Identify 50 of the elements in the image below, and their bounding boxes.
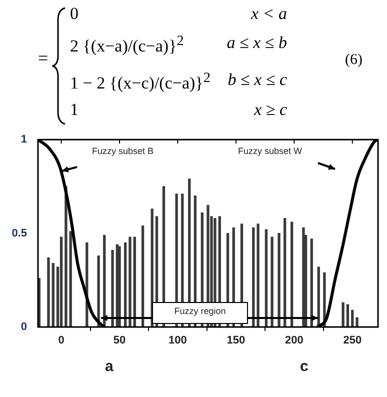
bar bbox=[342, 302, 344, 327]
y-tick-label: 0 bbox=[20, 321, 27, 334]
bar bbox=[356, 317, 358, 327]
text: x < a bbox=[250, 4, 287, 24]
text: a ≤ x ≤ b bbox=[226, 33, 287, 53]
bar bbox=[97, 255, 100, 327]
bar bbox=[111, 250, 114, 327]
text: a bbox=[105, 358, 114, 375]
y-tick-label: 1 bbox=[20, 134, 27, 146]
text: x ≥ c bbox=[254, 100, 287, 120]
x-tick-label: 250 bbox=[343, 334, 362, 347]
bar bbox=[256, 224, 260, 327]
bar bbox=[270, 236, 274, 327]
bar bbox=[290, 222, 294, 327]
bar bbox=[346, 304, 350, 327]
text: 1 bbox=[70, 100, 78, 120]
bar bbox=[60, 236, 63, 327]
x-tick-label: 150 bbox=[226, 334, 246, 347]
bar bbox=[128, 236, 132, 327]
bar bbox=[69, 231, 72, 327]
x-tick-label: 200 bbox=[284, 334, 304, 347]
x-tick-label: 100 bbox=[168, 334, 187, 347]
y-tick-label: 0.5 bbox=[12, 227, 27, 240]
bar bbox=[52, 262, 54, 327]
bar bbox=[118, 246, 121, 327]
text: (6) bbox=[345, 52, 362, 69]
text: b ≤ x ≤ c bbox=[228, 70, 287, 90]
bar bbox=[323, 272, 326, 327]
bar bbox=[264, 229, 268, 327]
text: 2 {(x−a)/(c−a)}$^{2}$ bbox=[70, 33, 184, 57]
annotation: Fuzzy region bbox=[173, 306, 227, 316]
bar bbox=[47, 257, 50, 327]
text: c bbox=[300, 358, 308, 375]
bar bbox=[124, 242, 127, 327]
text: = bbox=[38, 48, 48, 69]
bar bbox=[284, 218, 286, 327]
annotation: Fuzzy subset W bbox=[238, 146, 302, 156]
bar bbox=[278, 232, 280, 327]
bar bbox=[64, 186, 68, 327]
x-tick-label: 50 bbox=[113, 334, 126, 347]
x-tick-label: 0 bbox=[58, 334, 64, 347]
bar bbox=[252, 227, 255, 327]
bar bbox=[133, 236, 136, 327]
text: 1 − 2 {(x−c)/(c−a)}$^{2}$ bbox=[70, 70, 210, 94]
bar bbox=[317, 266, 320, 327]
annotation: Fuzzy subset B bbox=[92, 146, 154, 156]
text: 0 bbox=[70, 4, 78, 24]
bar bbox=[141, 225, 144, 327]
bar bbox=[351, 310, 354, 327]
bar bbox=[302, 227, 305, 327]
